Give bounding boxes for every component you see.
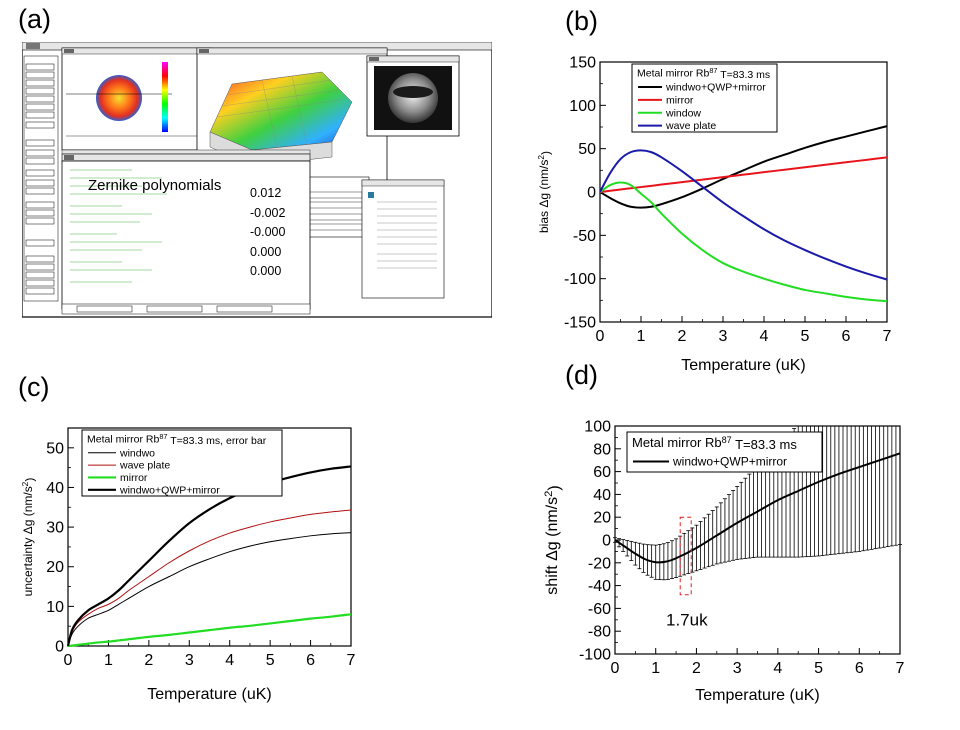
- annotation-box: [679, 516, 692, 596]
- panel-label-b: (b): [565, 6, 598, 36]
- legend-entry: mirror: [666, 94, 694, 106]
- legend-entry: windwo: [119, 447, 155, 459]
- zernike-value: 0.000: [250, 244, 282, 259]
- x-tick-label: 1: [637, 328, 646, 345]
- y-tick-label: -100: [564, 271, 596, 288]
- x-tick-label: 6: [842, 328, 851, 345]
- series-line-windwo-qwp-mirror: [66, 465, 352, 647]
- y-tick-label: 20: [46, 559, 64, 576]
- legend-box: [631, 63, 778, 133]
- y-tick-label: 100: [569, 98, 596, 115]
- y-tick-label: 60: [593, 464, 611, 481]
- y-tick-label: 150: [569, 55, 596, 72]
- x-tick-label: 4: [773, 660, 782, 677]
- y-tick-label: 0: [602, 533, 611, 550]
- x-tick-label: 3: [733, 660, 742, 677]
- legend-entry: mirror: [120, 472, 148, 484]
- chart-b-bias: 0 1 2 3 4 5 6 7 150 100 50 0 -50 -100 -150 Temperature …: [536, 55, 892, 375]
- legend-title: Metal mirror Rb87 T=83.3 ms, error bar: [87, 432, 267, 447]
- zernike-window: [61, 149, 311, 315]
- y-tick-label: -150: [564, 315, 596, 332]
- zernike-value: 0.000: [250, 264, 282, 278]
- y-tick-label: 100: [584, 419, 611, 436]
- zernike-value: -0.002: [250, 205, 286, 220]
- x-tick-label: 1: [651, 660, 660, 677]
- x-tick-label: 5: [801, 328, 810, 345]
- y-tick-label: -50: [573, 228, 596, 245]
- x-tick-label: 6: [306, 652, 315, 669]
- zernike-value: -0.000: [250, 225, 286, 239]
- legend-entry: wave plate: [119, 460, 170, 472]
- series-line-wave-plate: [599, 149, 888, 281]
- y-tick-label: 40: [46, 480, 64, 497]
- y-tick-label: -40: [588, 578, 611, 595]
- series-line-windwo-qwp-mirror: [614, 452, 901, 564]
- series-line-window: [599, 181, 888, 303]
- x-axis-label: Temperature (uK): [695, 687, 820, 704]
- legend-entry: windwo+QWP+mirror: [665, 82, 766, 94]
- legend-box: [626, 431, 823, 473]
- panel-label-d: (d): [565, 360, 598, 390]
- legend-box: [81, 429, 283, 497]
- series-line-mirror: [599, 156, 888, 193]
- y-tick-label: 10: [46, 599, 64, 616]
- x-tick-label: 7: [896, 660, 905, 677]
- legend-entry: windwo+QWP+mirror: [672, 455, 787, 469]
- legend-entry: window: [665, 107, 701, 119]
- y-tick-label: 50: [46, 440, 64, 457]
- annotation-label: 1.7uk: [666, 611, 708, 630]
- zernike-title: Zernike polynomials: [88, 177, 222, 194]
- x-tick-label: 0: [611, 660, 620, 677]
- x-tick-label: 0: [596, 328, 605, 345]
- legend-entry: windwo+QWP+mirror: [119, 484, 220, 496]
- x-axis-label: Temperature (uK): [147, 686, 272, 703]
- x-tick-label: 3: [719, 328, 728, 345]
- panel-label-c: (c): [18, 372, 50, 402]
- legend-title: Metal mirror Rb87 T=83.3 ms: [637, 66, 770, 81]
- y-tick-label: -80: [588, 624, 611, 641]
- x-tick-label: 5: [814, 660, 823, 677]
- x-tick-label: 2: [144, 652, 153, 669]
- y-tick-label: 80: [593, 441, 611, 458]
- x-axis-label: Temperature (uK): [681, 357, 806, 374]
- y-tick-label: -20: [588, 555, 611, 572]
- series-line-mirror: [67, 613, 352, 648]
- x-tick-label: 3: [185, 652, 194, 669]
- y-axis-label: uncertainty Δg (nm/s2): [20, 478, 36, 597]
- left-button-column: [23, 55, 59, 302]
- series-line-wave-plate: [67, 509, 352, 647]
- zernike-values: 0.012 -0.002 -0.000 0.000 0.000: [250, 184, 285, 282]
- y-tick-label: 30: [46, 520, 64, 537]
- y-axis-label: bias Δg (nm/s2): [536, 151, 552, 233]
- legend-entry: wave plate: [665, 120, 716, 132]
- software-screenshot: [22, 42, 492, 318]
- y-tick-label: 0: [587, 185, 596, 202]
- y-tick-label: -100: [579, 647, 611, 664]
- y-tick-label: -60: [588, 601, 611, 618]
- intensity-map-window: [366, 55, 460, 137]
- chart-d-shift: 0 1 2 3 4 5 6 7 100 80 60 40 20 0 -20 -40 -60 -80 -100 Temp…: [543, 419, 905, 705]
- x-tick-label: 4: [760, 328, 769, 345]
- y-tick-label: 20: [593, 510, 611, 527]
- x-tick-label: 7: [347, 652, 356, 669]
- series-line-windwo-qwp-mirror: [599, 125, 888, 209]
- zernike-value: 0.012: [250, 186, 282, 200]
- panel-label-a: (a): [18, 4, 51, 34]
- x-tick-label: 7: [883, 328, 892, 345]
- chart-c-uncertainty: 0 1 2 3 4 5 6 7 0 10 20 30 40 50 Temperature (uK) uncer…: [20, 427, 356, 703]
- x-tick-label: 6: [855, 660, 864, 677]
- x-tick-label: 2: [678, 328, 687, 345]
- y-tick-label: 0: [55, 639, 64, 656]
- surface-map-window: [61, 47, 213, 151]
- y-tick-label: 40: [593, 487, 611, 504]
- x-tick-label: 1: [104, 652, 113, 669]
- x-tick-label: 5: [266, 652, 275, 669]
- y-tick-label: 50: [578, 141, 596, 158]
- series-line-windwo: [67, 532, 352, 647]
- legend-title: Metal mirror Rb87 T=83.3 ms: [632, 435, 797, 452]
- x-tick-label: 2: [692, 660, 701, 677]
- y-axis-label: shift Δg (nm/s2): [543, 485, 563, 594]
- x-tick-label: 0: [64, 652, 73, 669]
- x-tick-label: 4: [225, 652, 234, 669]
